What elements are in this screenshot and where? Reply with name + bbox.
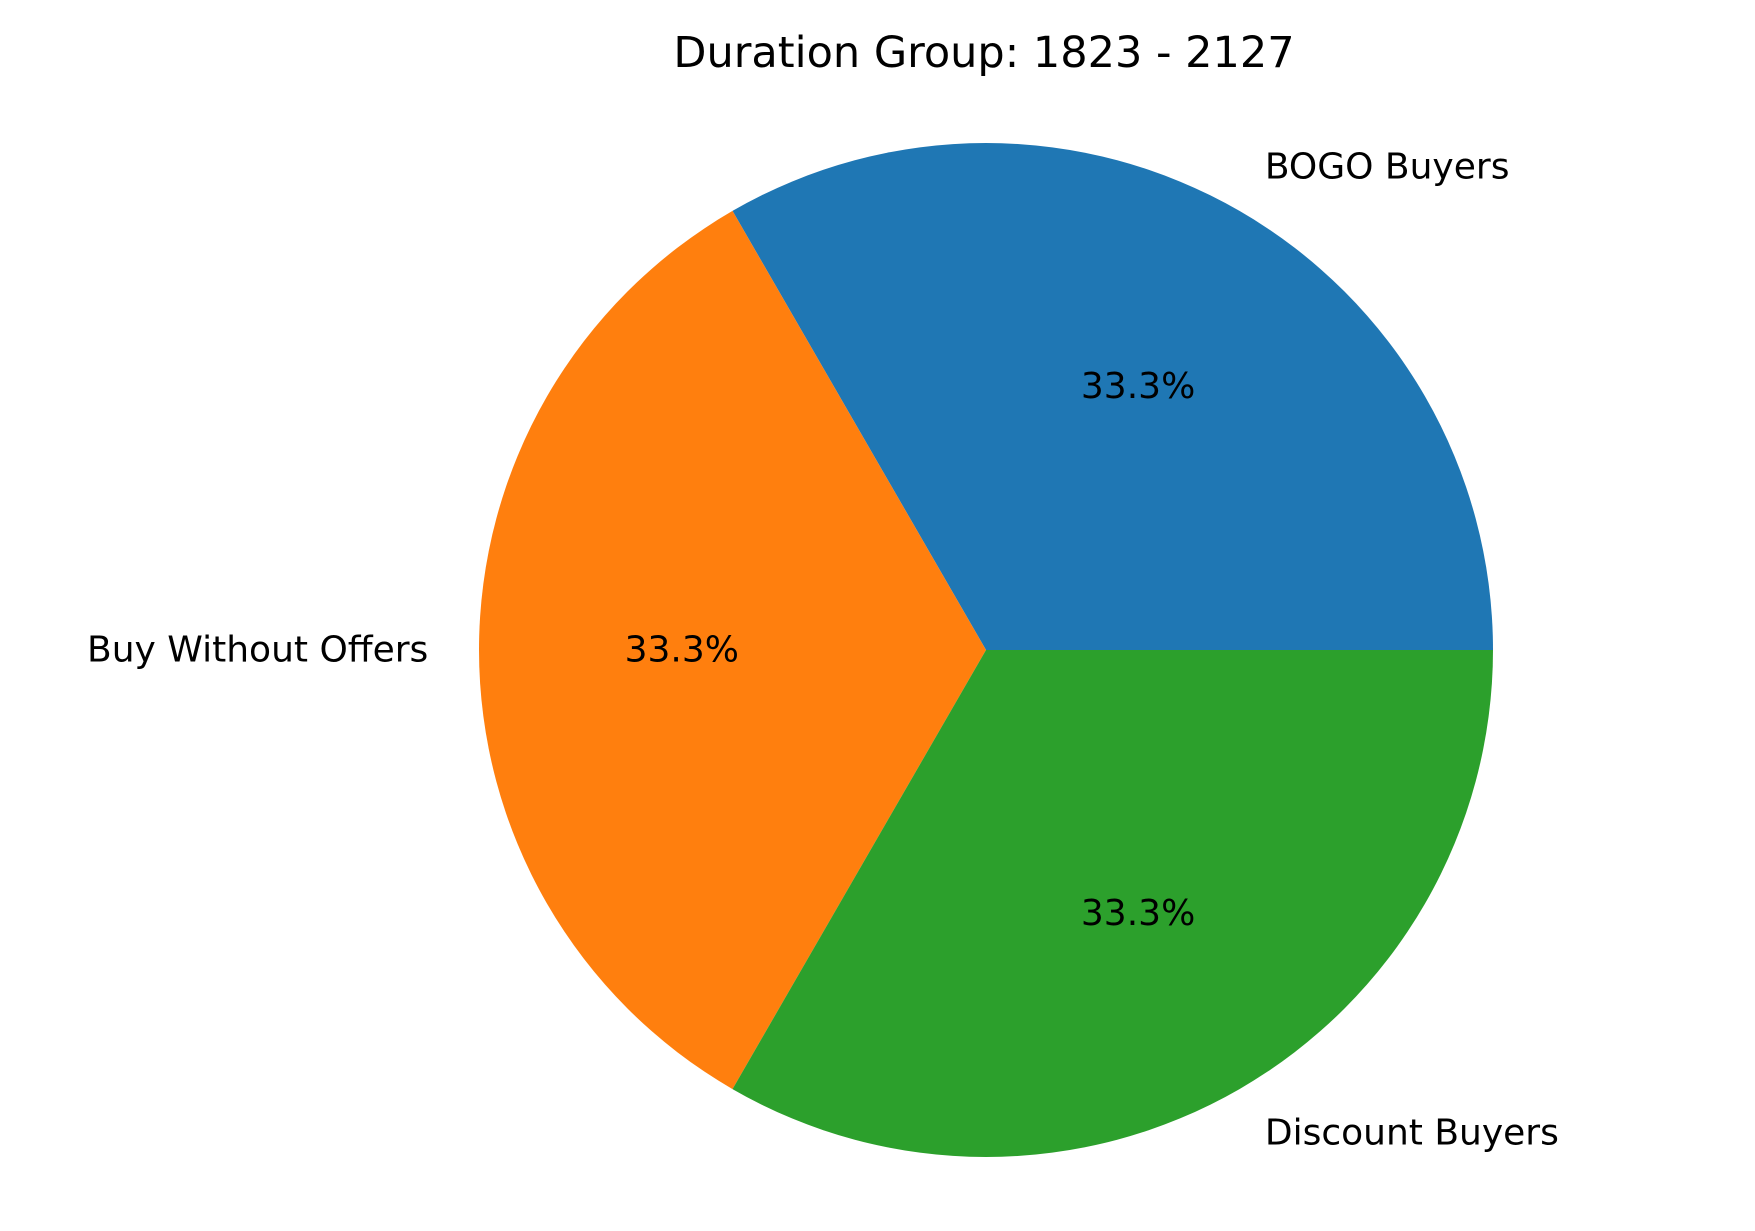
slice-label-bogo-buyers: BOGO Buyers (1265, 147, 1510, 188)
slice-label-buy-without-offers: Buy Without Offers (87, 630, 428, 671)
percent-label-discount-buyers: 33.3% (1081, 893, 1195, 934)
slice-label-discount-buyers: Discount Buyers (1265, 1112, 1559, 1153)
chart-title: Duration Group: 1823 - 2127 (673, 28, 1294, 78)
percent-label-buy-without-offers: 33.3% (625, 630, 739, 671)
percent-label-bogo-buyers: 33.3% (1081, 366, 1195, 407)
